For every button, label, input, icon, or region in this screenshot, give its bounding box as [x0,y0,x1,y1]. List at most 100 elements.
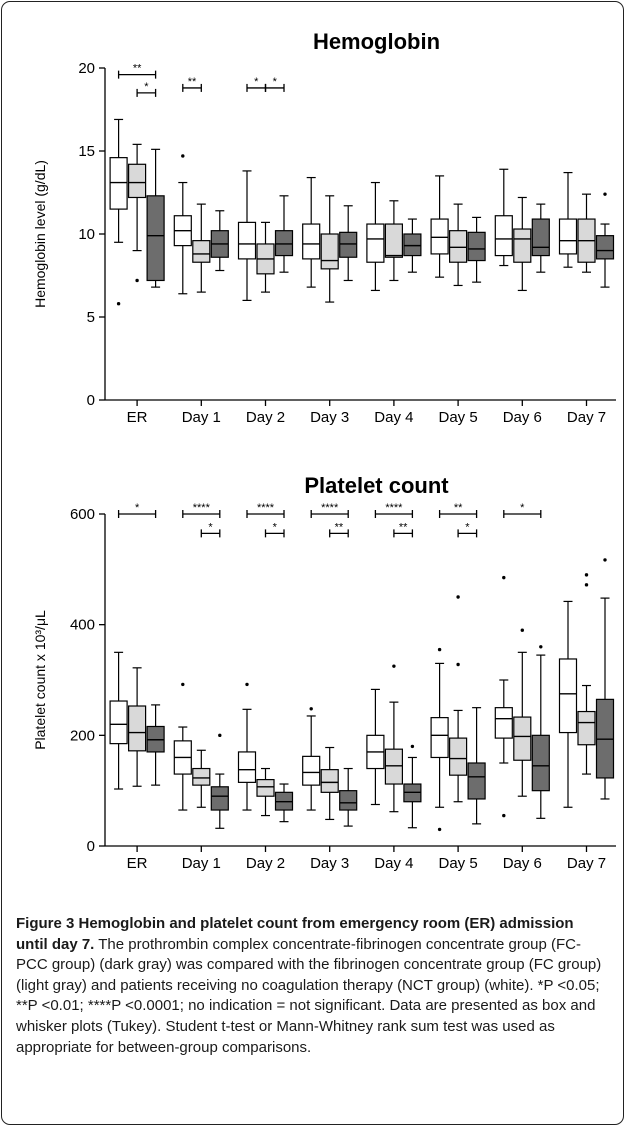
box-plot [256,221,275,293]
box-plot [210,210,229,272]
y-tick-label: 0 [87,392,95,409]
box [467,231,486,262]
outlier-point [181,682,185,687]
outlier-point [309,707,313,711]
box-plot [320,746,339,821]
x-tick-label: Day 5 [439,409,478,426]
outlier-point [502,575,506,580]
outlier-point [456,662,460,667]
box [558,218,578,255]
y-tick-label: 400 [70,617,95,634]
significance-label: ** [335,521,344,533]
box [513,228,532,263]
box-plot [210,733,229,829]
significance-label: * [135,502,140,514]
y-tick-label: 200 [70,727,95,744]
outlier-point [410,744,415,749]
outlier-point [603,192,607,196]
x-tick-label: Day 2 [246,855,285,872]
x-tick-label: Day 3 [310,855,349,872]
box-plot [494,575,513,818]
box-plot [320,195,339,303]
box [192,767,211,786]
outlier-point [116,302,121,306]
outlier-point [539,645,543,649]
outlier-point [584,583,589,587]
y-tick-label: 20 [78,60,95,77]
x-tick-label: Day 5 [439,855,478,872]
y-axis-label: Hemoglobin level (g/dL) [32,160,48,308]
significance-label: ** [188,76,197,88]
outlier-point [437,647,442,652]
box [320,769,339,793]
box [595,235,615,260]
box [109,700,128,745]
x-tick-label: Day 2 [246,409,285,426]
box [127,705,147,752]
outlier-point [456,595,460,599]
box-plot [146,148,165,288]
y-tick-label: 5 [87,309,95,326]
box [384,223,403,258]
box-plot [531,203,550,273]
box [109,157,128,210]
y-tick-label: 600 [70,506,95,523]
box-plot [366,181,385,292]
box-plot [384,664,403,813]
significance-label: **** [193,502,211,514]
x-tick-label: Day 4 [374,409,413,426]
x-tick-label: Day 7 [567,855,606,872]
outlier-point [502,813,506,818]
x-tick-label: Day 6 [503,409,542,426]
box-plot [494,168,513,267]
chart-title: Hemoglobin [313,29,440,54]
box-plot [467,216,486,283]
outlier-point [437,827,442,832]
x-tick-label: ER [127,409,148,426]
box-plot [127,143,147,283]
box-plot [513,196,532,292]
box [127,163,147,199]
box-plot [173,682,192,811]
box-plot [192,749,211,808]
box [531,734,550,792]
significance-label: * [273,521,278,533]
y-axis-label: Platelet count x 10³/μL [32,610,48,750]
significance-label: * [273,76,278,88]
box-plot [513,628,532,797]
box-plot [430,175,449,278]
box-plot [192,203,211,293]
box-plot [274,195,294,273]
box-plot [577,193,596,273]
box [302,755,321,786]
box [210,786,229,811]
box [513,716,532,761]
box-plot [449,595,468,803]
box [449,737,468,776]
box [339,231,358,258]
significance-label: **** [257,502,275,514]
outlier-point [603,558,607,562]
box-plot [127,667,147,787]
box [531,218,550,257]
x-tick-label: Day 1 [182,855,221,872]
box [146,195,165,282]
box-plot [339,205,358,282]
box [467,762,486,800]
box [274,230,294,257]
box [366,223,385,263]
box-plot [577,573,596,775]
y-tick-label: 0 [87,838,95,855]
outlier-point [218,733,222,738]
box-plot [237,682,257,811]
box-plot [558,600,578,808]
box-plot [274,783,294,823]
box-plot [449,203,468,287]
box [339,790,358,811]
x-tick-label: Day 7 [567,409,606,426]
box-plot [109,118,128,306]
box-plot [339,767,358,827]
x-tick-label: ER [127,855,148,872]
box [494,707,513,739]
